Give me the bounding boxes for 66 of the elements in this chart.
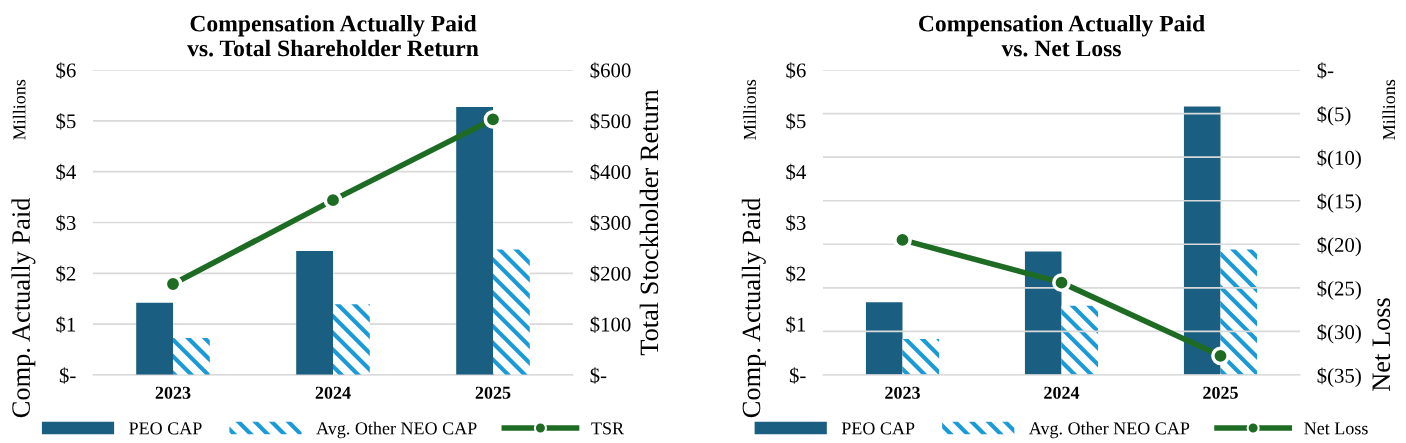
y2-axis-title: Net Loss (1372, 298, 1391, 392)
point (323, 190, 343, 210)
point (1052, 273, 1071, 293)
y2-tick-label: $(5) (1317, 106, 1351, 126)
bar (1220, 249, 1258, 375)
x-tick-label: 2023 (885, 386, 920, 399)
y2-tick-label: $200 (590, 265, 631, 283)
y-tick-label: $5 (786, 112, 806, 130)
y-axis-title: Comp. Actually Paid (11, 197, 36, 418)
bar (1183, 106, 1221, 375)
bar (1061, 305, 1099, 375)
legend-label: PEO CAP (841, 422, 915, 435)
y-tick-label: $5 (56, 112, 76, 130)
y2-tick-label: $400 (590, 163, 631, 181)
text: Millions (1382, 79, 1396, 140)
x-tick-label: 2023 (155, 386, 191, 399)
chart-title: Compensation Actually Paid vs. Net Loss (919, 14, 1205, 57)
x-tick-label: 2025 (475, 386, 511, 399)
text: Millions (12, 79, 26, 140)
x-tick-label: 2024 (315, 386, 351, 399)
y2-tick-label: $(35) (1317, 367, 1361, 387)
y2-tick-label: $(25) (1317, 280, 1361, 300)
bar (902, 338, 940, 375)
y-tick-label: $1 (786, 316, 806, 333)
y2-tick-label: $(30) (1317, 323, 1361, 344)
point (483, 109, 503, 129)
y2-tick-label: $- (1317, 62, 1334, 79)
y2-tick-label: $500 (590, 112, 631, 130)
chart-title: Compensation Actually Paid vs. Total Shareholder Return (187, 14, 479, 57)
y2-tick-label: $(10) (1317, 149, 1361, 170)
bar (1024, 251, 1062, 375)
y-tick-label: $2 (56, 265, 76, 283)
text: Millions (743, 79, 756, 140)
y-axis-title: Comp. Actually Paid (741, 197, 766, 418)
y-tick-label: $1 (56, 316, 76, 333)
y-tick-label: $3 (786, 214, 806, 232)
bar (456, 107, 493, 375)
y-tick-label: $4 (786, 163, 807, 181)
y2-tick-label: $(20) (1317, 236, 1361, 257)
bar (865, 302, 903, 375)
legend-label: TSR (591, 422, 625, 435)
y2-axis-title: Total Stockholder Return (639, 89, 659, 356)
y2-tick-label: $300 (590, 214, 631, 232)
legend-label: Net Loss (1304, 422, 1368, 435)
y2-tick-label: $600 (590, 62, 631, 79)
x-tick-label: 2024 (1044, 386, 1080, 399)
y-tick-label: $- (59, 367, 76, 384)
legend-label: Avg. Other NEO CAP (1028, 421, 1190, 439)
bar (136, 302, 173, 375)
bar (333, 304, 370, 375)
legend-label: PEO CAP (129, 422, 202, 435)
y2-tick-label: $100 (590, 316, 631, 333)
y-tick-label: $6 (786, 62, 806, 79)
bar (493, 249, 530, 375)
legend-label: Avg. Other NEO CAP (316, 421, 477, 439)
bar (296, 250, 333, 375)
x-tick-label: 2025 (1203, 386, 1238, 399)
y-tick-label: $- (789, 367, 806, 384)
y-tick-label: $4 (56, 163, 77, 181)
y-tick-label: $2 (786, 265, 806, 283)
point (1211, 346, 1230, 366)
y-tick-label: $6 (56, 62, 76, 79)
y-tick-label: $3 (56, 214, 76, 232)
bar (173, 337, 210, 375)
y2-tick-label: $- (590, 367, 607, 384)
y2-tick-label: $(15) (1317, 193, 1361, 213)
